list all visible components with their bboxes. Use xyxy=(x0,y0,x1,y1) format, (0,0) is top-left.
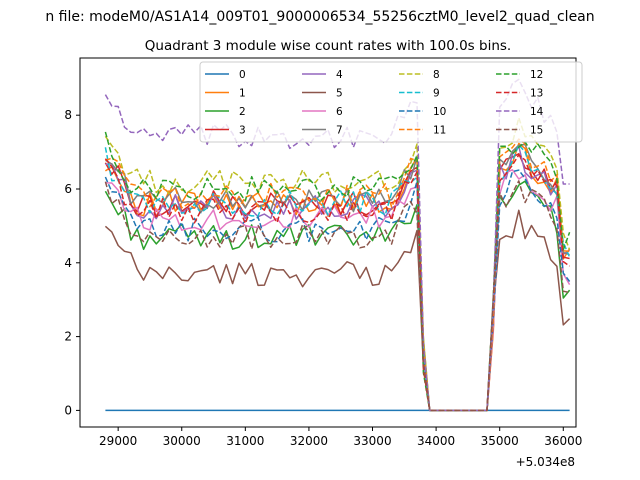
legend-label-11: 11 xyxy=(433,125,446,137)
legend-label-8: 8 xyxy=(433,69,440,81)
legend-label-4: 4 xyxy=(336,69,343,81)
axes-frame xyxy=(79,57,577,428)
y-tick-label: 8 xyxy=(64,108,72,122)
legend-label-14: 14 xyxy=(530,106,544,118)
legend-label-1: 1 xyxy=(239,88,246,100)
legend-label-6: 6 xyxy=(336,106,343,118)
legend-label-9: 9 xyxy=(433,88,440,100)
legend-label-3: 3 xyxy=(239,125,246,137)
x-tick-label: 29000 xyxy=(99,434,137,448)
x-offset-label: +5.034e8 xyxy=(516,455,575,469)
legend-label-12: 12 xyxy=(530,69,543,81)
figure-suptitle: n file: modeM0/AS1A14_009T01_9000006534_… xyxy=(45,9,594,25)
y-tick-label: 6 xyxy=(64,182,72,196)
series-line-15 xyxy=(104,180,570,412)
series-layer xyxy=(104,78,571,412)
x-tick-label: 34000 xyxy=(417,434,455,448)
legend-label-10: 10 xyxy=(433,106,446,118)
x-tick-label: 36000 xyxy=(544,434,582,448)
series-line-10 xyxy=(104,169,571,412)
legend-label-2: 2 xyxy=(239,106,246,118)
chart-title: Quadrant 3 module wise count rates with … xyxy=(145,38,511,54)
y-tick-label: 2 xyxy=(64,330,72,344)
legend-label-15: 15 xyxy=(530,125,543,137)
plot-area: 29000 30000 31000 32000 33000 34000 35000 36000… xyxy=(64,57,583,469)
y-tick-label: 4 xyxy=(64,256,72,270)
x-tick-label: 31000 xyxy=(226,434,264,448)
x-axis: 29000 30000 31000 32000 33000 34000 35000 36000 xyxy=(99,427,582,448)
legend-label-13: 13 xyxy=(530,88,543,100)
series-line-11 xyxy=(105,138,570,412)
x-tick-label: 33000 xyxy=(353,434,391,448)
legend-box xyxy=(199,61,583,143)
y-tick-label: 0 xyxy=(64,403,72,417)
x-tick-label: 35000 xyxy=(481,434,519,448)
legend-label-0: 0 xyxy=(239,69,246,81)
legend-label-5: 5 xyxy=(336,88,343,100)
x-tick-label: 32000 xyxy=(290,434,328,448)
x-tick-label: 30000 xyxy=(163,434,201,448)
y-axis: 0 2 4 6 8 xyxy=(64,108,80,417)
legend-label-7: 7 xyxy=(336,125,343,137)
